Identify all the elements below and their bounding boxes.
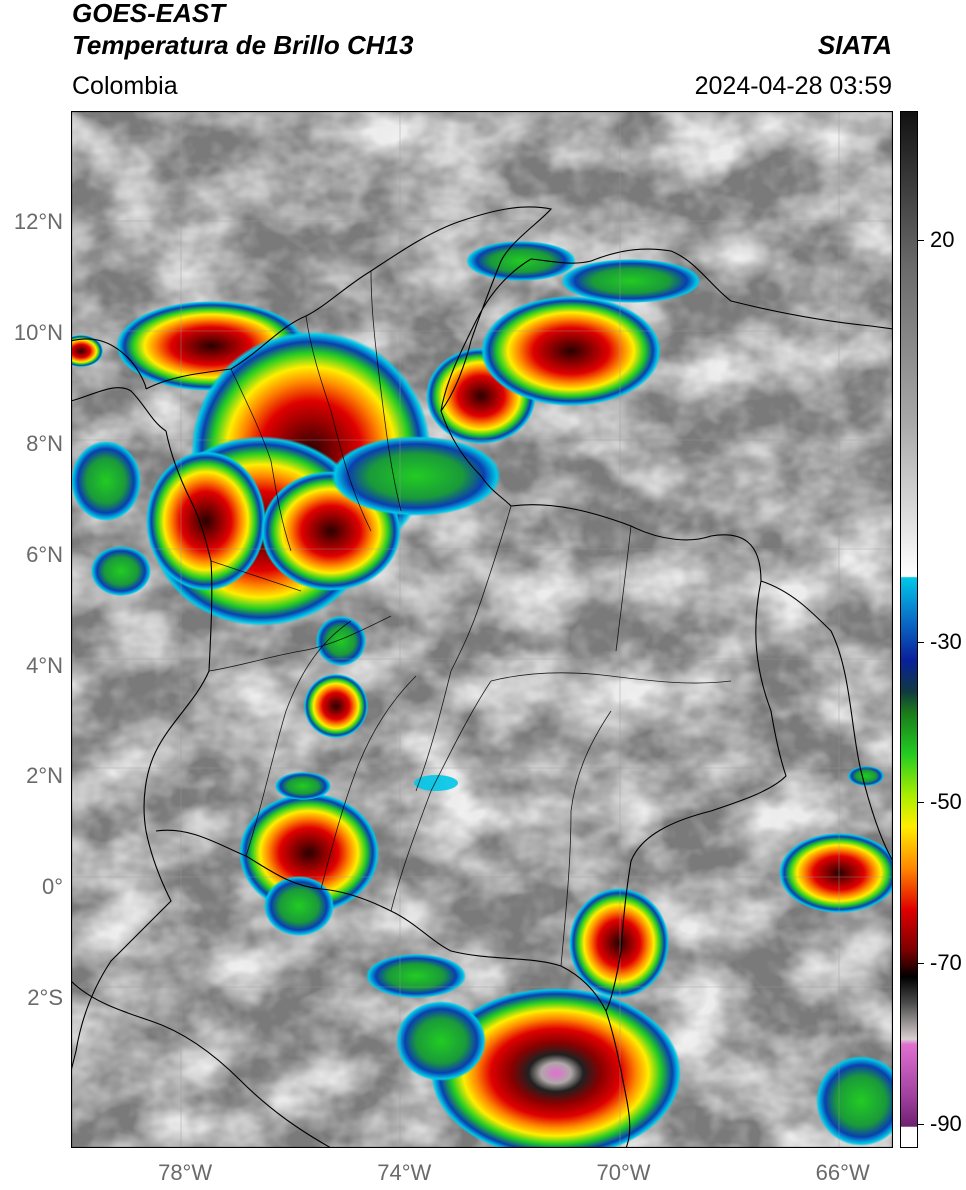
colorbar-tick-label: -90 bbox=[930, 1110, 962, 1136]
storm-cell bbox=[239, 793, 379, 913]
product-title: GOES-EAST bbox=[72, 0, 226, 28]
latitude-tick-label: 6°N bbox=[26, 541, 63, 567]
colorbar bbox=[900, 111, 918, 1148]
colorbar-tick bbox=[918, 239, 924, 241]
storm-cell bbox=[816, 1056, 893, 1146]
product-subtitle: Temperatura de Brillo CH13 bbox=[72, 30, 414, 60]
storm-cell bbox=[396, 1001, 486, 1081]
storm-cell bbox=[779, 833, 893, 913]
storm-cell bbox=[481, 296, 661, 406]
latitude-tick-label: 4°N bbox=[26, 652, 63, 678]
latitude-tick-label: 10°N bbox=[13, 319, 63, 345]
storm-cell bbox=[146, 451, 266, 591]
storm-cell bbox=[91, 546, 151, 596]
storm-cell bbox=[71, 441, 141, 521]
storm-cell bbox=[304, 674, 368, 738]
storm-cell bbox=[561, 259, 701, 303]
map-frame bbox=[71, 111, 893, 1148]
storm-cell bbox=[331, 436, 501, 516]
colorbar-tick-label: -30 bbox=[930, 628, 962, 654]
longitude-tick-label: 66°W bbox=[815, 1160, 870, 1185]
cold-cloud-patch bbox=[414, 775, 458, 791]
colorbar-tick bbox=[918, 963, 924, 965]
storm-cell bbox=[466, 241, 576, 281]
latitude-tick-label: 8°N bbox=[26, 430, 63, 456]
colorbar-tick-label: -50 bbox=[930, 789, 962, 815]
boundaries bbox=[71, 206, 893, 1148]
storm-cell bbox=[71, 335, 103, 367]
longitude-tick-label: 74°W bbox=[377, 1160, 432, 1185]
storm-cell bbox=[569, 888, 669, 998]
department-lines bbox=[208, 270, 732, 967]
satellite-map bbox=[71, 111, 893, 1148]
storm-cell bbox=[264, 876, 334, 936]
colorbar-tick-label: 20 bbox=[930, 226, 955, 252]
latitude-tick-label: 12°N bbox=[13, 208, 63, 234]
colorbar-tick bbox=[918, 1123, 924, 1125]
colorbar-tick bbox=[918, 641, 924, 643]
storm-cell bbox=[366, 954, 466, 998]
colorbar-frame bbox=[900, 111, 918, 1148]
convective-cells bbox=[71, 241, 893, 1148]
latitude-tick-label: 0° bbox=[41, 874, 63, 900]
storm-cell bbox=[316, 616, 366, 666]
latitude-tick-label: 2°S bbox=[27, 985, 63, 1011]
longitude-tick-label: 78°W bbox=[158, 1160, 213, 1185]
datetime-label: 2024-04-28 03:59 bbox=[694, 72, 892, 100]
agency-label: SIATA bbox=[817, 30, 892, 60]
latitude-tick-label: 2°N bbox=[26, 763, 63, 789]
longitude-tick-label: 70°W bbox=[596, 1160, 651, 1185]
storm-cell bbox=[431, 988, 681, 1148]
colorbar-gradient bbox=[900, 111, 918, 1148]
storm-cell bbox=[275, 772, 331, 800]
colorbar-tick-label: -70 bbox=[930, 950, 962, 976]
region-label: Colombia bbox=[72, 72, 178, 100]
storm-cell bbox=[848, 766, 884, 786]
colorbar-tick bbox=[918, 802, 924, 804]
